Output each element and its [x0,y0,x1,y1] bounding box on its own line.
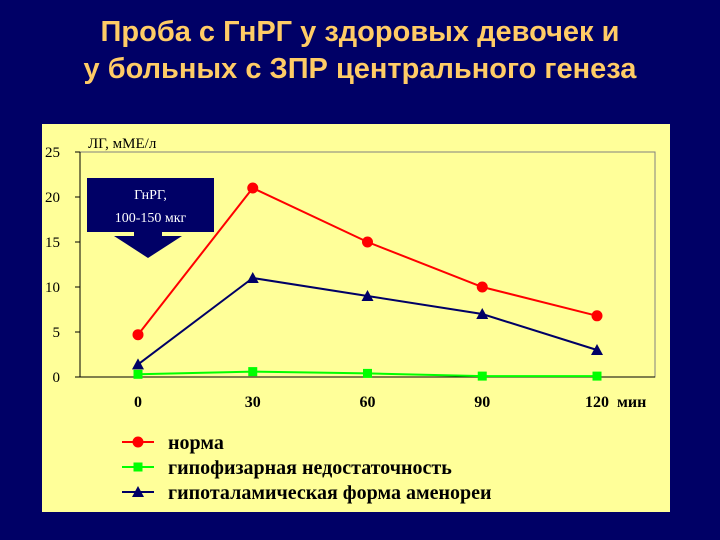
series-0-point [132,329,144,341]
y-axis-label: ЛГ, мМЕ/л [88,136,157,152]
series-1-point [477,371,487,381]
legend-marker [132,486,144,497]
series-2-point [132,358,144,370]
series-2-point [476,308,489,319]
series-2-point [361,290,374,301]
callout-line-2: 100-150 мкг [115,211,187,226]
chart-panel: 0 5 10 15 20 25 ЛГ, мМЕ/л 0 30 60 90 120 мин ГнРГ, 100… [42,124,670,512]
series-1-point [133,369,143,379]
y-tick-label: 5 [53,325,61,341]
legend-marker [133,462,143,472]
series-1-point [248,367,258,377]
slide-title-line-1: Проба с ГнРГ у здоровых девочек и [100,16,620,48]
x-tick-label: 60 [360,394,376,411]
series-0-point [362,236,373,248]
legend-label: норма [168,432,224,454]
series-0-point [476,281,488,293]
y-tick-label: 15 [45,235,60,251]
lh-response-chart: 0 5 10 15 20 25 ЛГ, мМЕ/л 0 30 60 90 120 мин ГнРГ, 100… [45,136,656,504]
series-0-point [247,182,259,194]
x-tick-label: 30 [245,394,261,411]
y-tick-label: 0 [53,370,61,386]
slide-title: Проба с ГнРГ у здоровых девочек и у боль… [0,14,720,88]
series-2-point [591,344,603,355]
series-0-point [591,310,603,322]
series-1-point [592,371,602,381]
callout-line-1: ГнРГ, [134,188,167,203]
x-tick-label: 90 [474,394,490,411]
y-tick-label: 10 [45,280,60,296]
x-tick-label: 0 [134,394,142,411]
x-tick-label: 120 [585,394,609,411]
series-1-point [363,368,372,378]
series-2-point [246,272,259,283]
x-unit-label: мин [617,394,646,411]
y-tick-label: 20 [45,190,60,206]
legend-marker [132,436,144,448]
legend-label: гипоталамическая форма аменореи [168,482,492,504]
y-tick-label: 25 [45,145,60,161]
legend-label: гипофизарная недостаточность [168,457,452,479]
slide-title-line-2: у больных с ЗПР центрального генеза [83,53,637,85]
gnrh-callout-arrow [87,178,214,258]
